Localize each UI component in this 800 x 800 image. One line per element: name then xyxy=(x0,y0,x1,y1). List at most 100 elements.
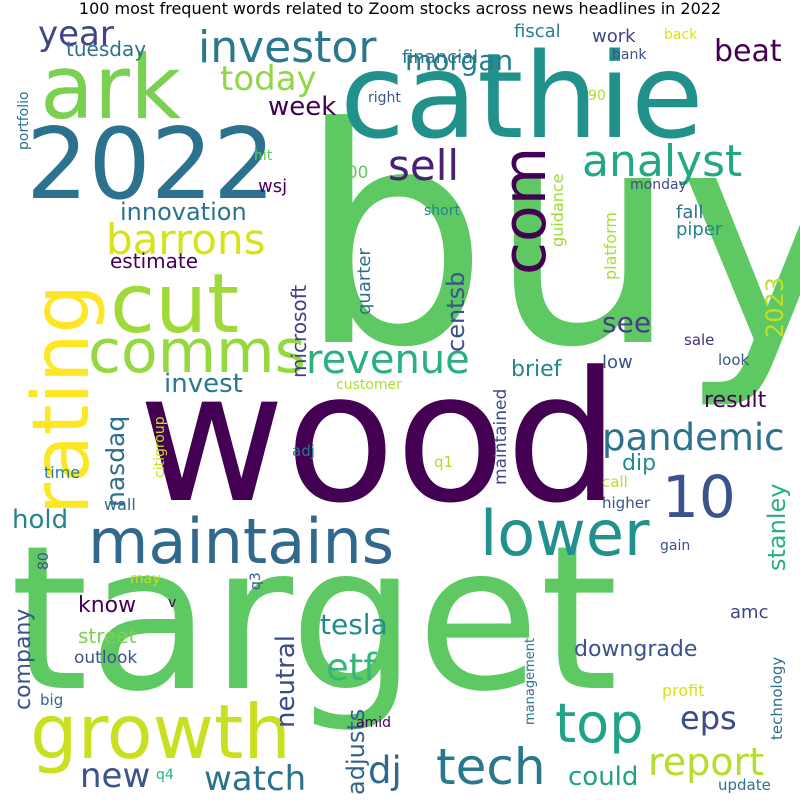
word-monday: monday xyxy=(630,177,687,193)
word-sell: sell xyxy=(388,141,459,190)
word-guidance: guidance xyxy=(548,174,567,247)
word-low: low xyxy=(602,352,633,373)
word-10: 10 xyxy=(662,463,736,531)
word-2022: 2022 xyxy=(26,108,275,222)
word-analyst: analyst xyxy=(582,136,742,187)
word-piper: piper xyxy=(676,219,723,240)
word-management: management xyxy=(523,638,538,725)
word-ark: ark xyxy=(40,36,181,139)
word-new: new xyxy=(80,756,150,796)
word-stanley: stanley xyxy=(763,484,791,571)
word-q1: q1 xyxy=(434,453,453,471)
word-pandemic: pandemic xyxy=(602,416,785,459)
word-buy: buy xyxy=(298,64,800,413)
word-growth: growth xyxy=(30,688,291,776)
word-amid: amid xyxy=(356,715,391,731)
word-customer: customer xyxy=(336,377,402,393)
word-rating: rating xyxy=(17,284,107,515)
word-revenue: revenue xyxy=(306,337,470,383)
word-could: could xyxy=(568,762,638,792)
word-see: see xyxy=(602,306,651,339)
word-higher: higher xyxy=(602,494,651,512)
word-dip: dip xyxy=(622,451,656,476)
word-target: target xyxy=(10,503,618,736)
word-investor: investor xyxy=(198,22,377,73)
word-90: 90 xyxy=(588,88,606,104)
word-v: v xyxy=(168,595,176,611)
word-sale: sale xyxy=(684,331,714,349)
word-barrons: barrons xyxy=(106,215,265,264)
word-q3: q3 xyxy=(248,572,264,590)
word-com: com xyxy=(490,147,560,275)
word-quarter: quarter xyxy=(354,248,375,315)
word-80: 80 xyxy=(36,552,52,570)
word-beat: beat xyxy=(714,34,782,69)
word-top: top xyxy=(555,692,644,755)
word-may: may xyxy=(130,571,161,587)
word-hit: hit xyxy=(254,148,273,164)
word-right: right xyxy=(368,90,401,106)
word-update: update xyxy=(718,776,771,794)
word-cut: cut xyxy=(110,257,239,352)
word-portfolio: portfolio xyxy=(16,91,32,150)
word-year: year xyxy=(38,14,114,54)
word-centsb: centsb xyxy=(442,272,470,352)
word-citigroup: citigroup xyxy=(152,416,168,478)
word-100: 100 xyxy=(336,163,368,183)
word-call: call xyxy=(602,473,628,491)
word-watch: watch xyxy=(204,759,306,799)
word-gain: gain xyxy=(660,538,690,554)
word-q4: q4 xyxy=(156,767,174,783)
word-back: back xyxy=(664,27,698,43)
word-cathie: cathie xyxy=(340,27,704,165)
word-eps: eps xyxy=(680,699,737,737)
word-downgrade: downgrade xyxy=(574,637,697,662)
word-invest: invest xyxy=(164,369,243,399)
word-adj: adj xyxy=(292,442,315,460)
word-2023: 2023 xyxy=(761,277,789,338)
word-dj: dj xyxy=(368,749,402,792)
word-brief: brief xyxy=(511,357,563,382)
word-nasdaq: nasdaq xyxy=(101,416,130,507)
word-result: result xyxy=(704,388,767,413)
word-outlook: outlook xyxy=(74,648,137,668)
word-comms: comms xyxy=(88,317,306,387)
word-microsoft: microsoft xyxy=(287,285,311,378)
word-etf: etf xyxy=(326,646,377,689)
word-today: today xyxy=(220,59,317,99)
word-big: big xyxy=(40,691,63,709)
word-adjusts: adjusts xyxy=(342,709,370,795)
word-company: company xyxy=(11,609,36,710)
word-bank: bank xyxy=(612,47,647,63)
word-hold: hold xyxy=(12,505,68,535)
word-neutral: neutral xyxy=(271,635,301,728)
word-profit: profit xyxy=(662,681,705,700)
word-technology: technology xyxy=(768,657,786,740)
word-week: week xyxy=(268,92,336,122)
word-tuesday: tuesday xyxy=(66,37,146,61)
word-estimate: estimate xyxy=(110,249,198,273)
word-fiscal: fiscal xyxy=(514,21,561,42)
word-street: street xyxy=(78,624,137,648)
word-wsj: wsj xyxy=(258,176,287,197)
word-u: u xyxy=(508,593,518,611)
word-wall: wall xyxy=(104,495,136,514)
word-time: time xyxy=(44,463,80,482)
word-look: look xyxy=(718,351,750,369)
word-report: report xyxy=(648,740,764,784)
word-work: work xyxy=(592,26,636,47)
word-short: short xyxy=(424,203,460,219)
word-maintains: maintains xyxy=(88,505,394,578)
word-wood: wood xyxy=(138,334,620,543)
word-maintained: maintained xyxy=(491,389,511,485)
word-financial: financial xyxy=(402,47,478,68)
word-lower: lower xyxy=(480,497,650,570)
word-tesla: tesla xyxy=(320,608,388,641)
word-know: know xyxy=(78,593,136,618)
word-platform: platform xyxy=(601,212,620,280)
word-tech: tech xyxy=(436,738,546,796)
word-fall: fall xyxy=(676,202,703,223)
word-amc: amc xyxy=(730,602,768,623)
word-morgan: morgan xyxy=(405,44,513,77)
